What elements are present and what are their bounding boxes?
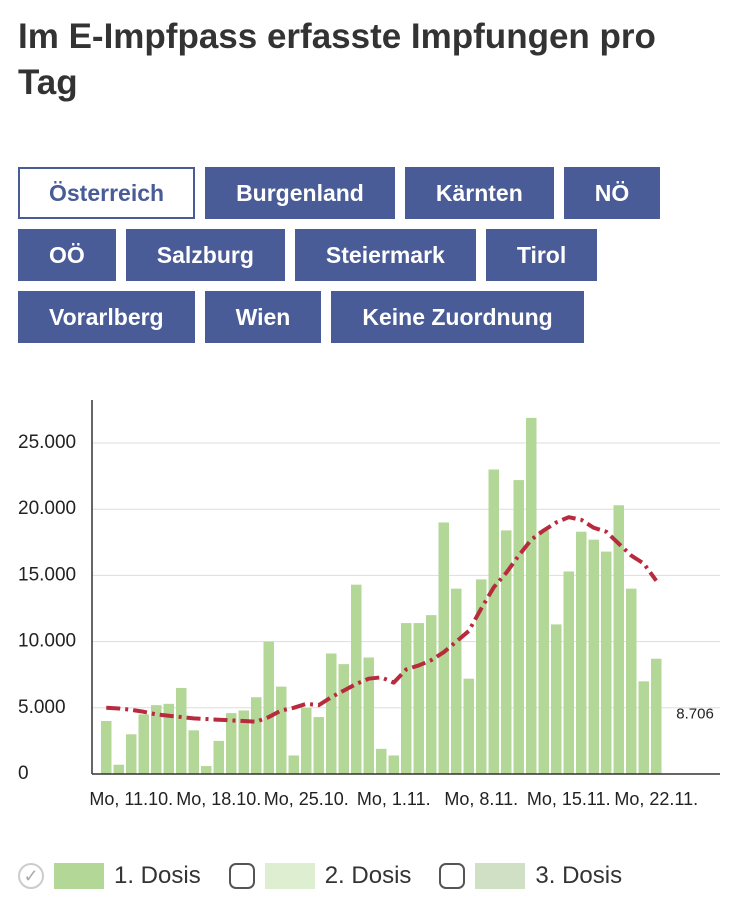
bar	[463, 678, 474, 774]
bar	[338, 664, 349, 774]
x-tick-label: Mo, 15.11.	[527, 789, 611, 809]
bar	[151, 705, 162, 774]
bar	[188, 730, 199, 774]
legend-swatch	[264, 863, 315, 889]
bar	[588, 539, 599, 774]
bar	[476, 579, 487, 774]
region-tab[interactable]: NÖ	[563, 167, 661, 219]
average-line	[106, 515, 658, 724]
region-tab[interactable]: Wien	[204, 291, 322, 343]
bar	[513, 480, 524, 774]
y-tick-label: 20.000	[18, 498, 76, 519]
bar	[651, 658, 662, 774]
bar	[163, 703, 174, 774]
bar	[388, 755, 399, 774]
bar	[276, 686, 287, 774]
bar	[551, 624, 562, 774]
region-tab[interactable]: Burgenland	[205, 167, 395, 219]
bar	[226, 713, 237, 774]
region-tab[interactable]: OÖ	[18, 229, 116, 281]
x-tick-label: Mo, 11.10.	[89, 789, 173, 809]
bar	[238, 710, 249, 774]
y-tick-label: 5.000	[18, 697, 66, 718]
bar	[263, 641, 274, 774]
bar	[376, 748, 387, 774]
legend-swatch	[54, 863, 104, 889]
x-tick-label: Mo, 25.10.	[264, 789, 349, 809]
bar	[213, 740, 224, 774]
region-tab[interactable]: Salzburg	[125, 229, 285, 281]
region-tabs: Österreich Burgenland Kärnten NÖ OÖ Salzburg S…	[18, 167, 668, 343]
bar	[301, 707, 312, 774]
bar	[313, 717, 324, 774]
bar	[638, 681, 649, 774]
region-tab[interactable]: Steiermark	[294, 229, 476, 281]
bar	[538, 530, 549, 774]
bar	[563, 571, 574, 774]
bar	[288, 755, 299, 774]
region-tab[interactable]: Keine Zuordnung	[331, 291, 584, 343]
bar	[626, 588, 637, 774]
region-tab[interactable]: Vorarlberg	[18, 291, 195, 343]
bar	[138, 714, 149, 774]
x-tick-label: Mo, 8.11.	[444, 789, 518, 809]
bar	[601, 551, 612, 774]
bar	[426, 615, 437, 774]
bar	[576, 531, 587, 774]
y-tick-label: 0	[18, 763, 29, 784]
bar	[438, 522, 449, 774]
x-tick-label: Mo, 1.11.	[357, 789, 431, 809]
title: Im E-Impfpass erfasste Impfungen pro Tag	[18, 17, 656, 102]
bar	[113, 764, 124, 774]
legend-swatch	[475, 863, 526, 889]
bar	[201, 766, 212, 774]
bar	[451, 588, 462, 774]
legend-label: 2. Dosis	[324, 862, 412, 889]
legend-checkbox[interactable]	[228, 863, 255, 889]
region-tab[interactable]: Österreich	[18, 167, 196, 219]
legend: ✓ 1. Dosis 2. Dosis 3. Dosis	[18, 862, 650, 890]
bar	[488, 469, 499, 774]
chart: 0 5.000 10.000 15.000 20.000 25.000 8.706 Mo, 1…	[18, 400, 720, 809]
legend-checkbox[interactable]	[439, 863, 466, 889]
value-label: 8.706	[676, 706, 714, 723]
bar	[501, 530, 512, 774]
legend-label: 1. Dosis	[114, 862, 201, 889]
bar	[326, 653, 337, 774]
bar	[176, 687, 187, 774]
bar	[351, 584, 362, 774]
bar	[613, 505, 624, 774]
bar	[251, 697, 262, 774]
y-tick-label: 10.000	[18, 631, 76, 652]
y-tick-label: 15.000	[18, 564, 76, 585]
legend-label: 3. Dosis	[535, 862, 623, 889]
y-tick-label: 25.000	[18, 432, 76, 453]
bar	[363, 657, 374, 774]
region-tab[interactable]: Tirol	[485, 229, 598, 281]
region-tab[interactable]: Kärnten	[404, 167, 554, 219]
bar	[413, 623, 424, 774]
legend-checkbox[interactable]: ✓	[18, 863, 44, 889]
x-tick-label: Mo, 18.10.	[176, 789, 261, 809]
bar	[401, 623, 412, 774]
bar	[101, 721, 112, 774]
x-tick-label: Mo, 22.11.	[614, 789, 698, 809]
bar	[526, 417, 537, 774]
bar	[126, 734, 137, 774]
